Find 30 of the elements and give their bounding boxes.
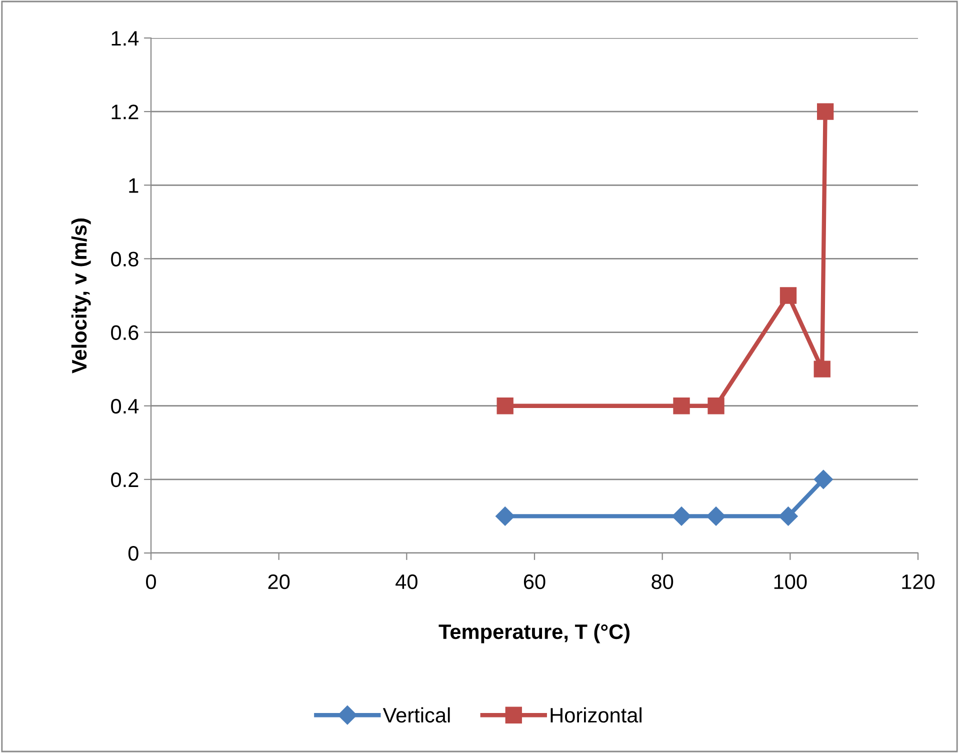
x-tick-label: 120	[902, 574, 935, 590]
y-tick-label: 1.2	[112, 104, 138, 120]
x-axis-title: Temperature, T (°C)	[438, 624, 630, 644]
point	[778, 506, 798, 526]
y-axis-title: Velocity, v (m/s)	[71, 218, 91, 374]
y-tick-label: 0.8	[111, 252, 138, 266]
x-tick-label: 60	[524, 574, 546, 590]
point	[816, 103, 834, 120]
y-tick-label: 0.6	[111, 325, 138, 340]
y-tick-label: 0.4	[111, 398, 139, 414]
x-tick-label: 80	[652, 574, 674, 590]
x-tick-label: 20	[268, 574, 290, 590]
point	[814, 360, 830, 378]
point	[496, 506, 515, 526]
x-tick-label: 40	[396, 574, 418, 590]
y-tick-label: 0	[128, 546, 138, 561]
point	[673, 398, 690, 414]
x-tick-label: 100	[774, 574, 807, 590]
point	[780, 287, 797, 304]
x-tick-label: 0	[146, 574, 156, 590]
point	[814, 470, 833, 489]
point	[672, 506, 692, 526]
y-tick-label: 0.2	[111, 472, 138, 488]
y-tick-label: 1	[129, 178, 138, 193]
point	[708, 398, 724, 414]
legend-label: Horizontal	[550, 707, 642, 723]
y-tick-label: 1.4	[112, 31, 139, 46]
point	[496, 398, 514, 414]
point	[706, 506, 726, 526]
legend-label: Vertical	[382, 707, 450, 723]
